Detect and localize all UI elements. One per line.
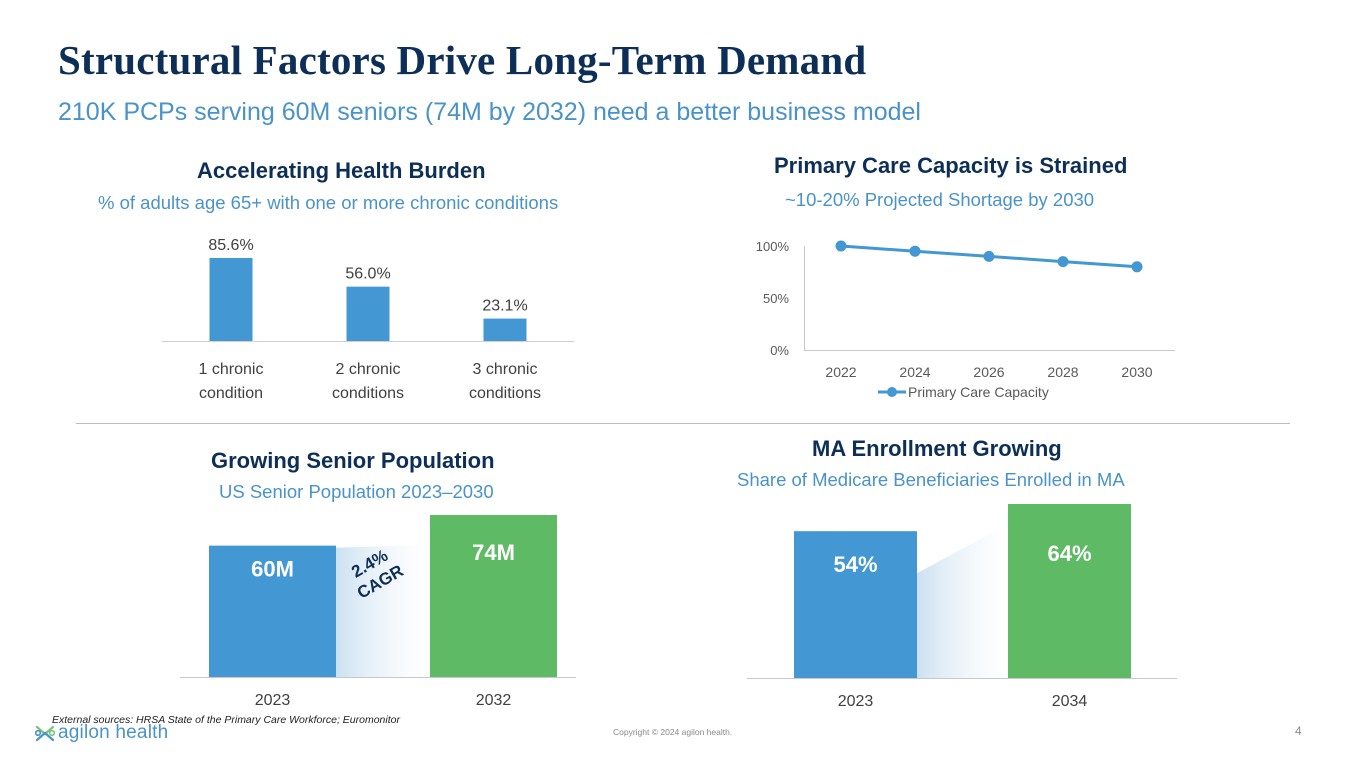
growth-connector	[336, 545, 430, 677]
health-burden-chart: 85.6% 1 chronic condition 56.0% 2 chronic con…	[162, 237, 574, 402]
x-tick-label: 2034	[1052, 693, 1088, 710]
senior-pop-title: Growing Senior Population	[211, 448, 495, 473]
x-tick-label: 2030	[1121, 364, 1152, 380]
data-point	[909, 245, 921, 257]
y-tick-label: 50%	[763, 291, 789, 306]
x-tick-label: 2028	[1047, 364, 1078, 380]
data-label: 23.1%	[482, 298, 527, 315]
x-tick-label: condition	[199, 385, 263, 402]
agilon-logo-icon	[34, 725, 56, 742]
x-tick-label: 2022	[825, 364, 856, 380]
data-point	[835, 240, 847, 252]
x-tick-label: conditions	[332, 385, 404, 402]
health-burden-subtitle: % of adults age 65+ with one or more chr…	[98, 192, 559, 213]
sources-footnote: External sources: HRSA State of the Prim…	[52, 714, 400, 726]
x-tick-label: 2026	[973, 364, 1004, 380]
agilon-logo: agilon health	[34, 722, 168, 744]
x-tick-label: 2 chronic	[336, 361, 401, 378]
x-tick-label: 3 chronic	[473, 361, 538, 378]
ma-enrollment-title: MA Enrollment Growing	[812, 436, 1062, 461]
data-point	[1057, 256, 1069, 268]
slide-title: Structural Factors Drive Long-Term Deman…	[58, 37, 867, 83]
data-label: 54%	[833, 552, 877, 577]
x-tick-label: 2023	[255, 692, 291, 709]
health-burden-title: Accelerating Health Burden	[197, 158, 486, 183]
capacity-subtitle: ~10-20% Projected Shortage by 2030	[785, 189, 1095, 210]
logo-text: agilon health	[58, 722, 169, 743]
bar	[346, 286, 390, 341]
data-label: 56.0%	[345, 266, 390, 283]
growth-connector	[917, 524, 1008, 678]
ma-enrollment-subtitle: Share of Medicare Beneficiaries Enrolled…	[737, 469, 1125, 490]
capacity-chart: 0% 50% 100% 2022 2024 2026 2028 2030 Primary Car…	[756, 239, 1175, 400]
bar	[794, 531, 917, 678]
data-point	[983, 250, 995, 262]
bar	[483, 318, 527, 341]
senior-pop-subtitle: US Senior Population 2023–2030	[219, 481, 494, 502]
x-tick-label: conditions	[469, 385, 541, 402]
bar	[209, 545, 336, 677]
legend-label: Primary Care Capacity	[908, 384, 1049, 400]
x-tick-label: 1 chronic	[199, 361, 264, 378]
ma-enrollment-chart: 54% 2023 64% 2034	[747, 504, 1177, 710]
bar	[209, 257, 253, 341]
data-label: 60M	[251, 557, 294, 582]
data-point	[1131, 261, 1143, 273]
copyright-text: Copyright © 2024 agilon health.	[613, 727, 733, 737]
bar	[430, 515, 557, 677]
y-tick-label: 0%	[770, 343, 789, 358]
section-divider	[76, 423, 1290, 424]
bar	[1008, 504, 1131, 678]
capacity-title: Primary Care Capacity is Strained	[774, 153, 1128, 178]
x-tick-label: 2032	[476, 692, 512, 709]
slide-subtitle: 210K PCPs serving 60M seniors (74M by 20…	[58, 98, 921, 126]
data-label: 64%	[1047, 541, 1091, 566]
legend-marker	[887, 387, 897, 397]
x-tick-label: 2023	[838, 693, 874, 710]
data-label: 74M	[472, 540, 515, 565]
data-label: 85.6%	[208, 237, 253, 254]
y-tick-label: 100%	[756, 239, 790, 254]
page-number: 4	[1295, 724, 1302, 738]
x-tick-label: 2024	[899, 364, 930, 380]
